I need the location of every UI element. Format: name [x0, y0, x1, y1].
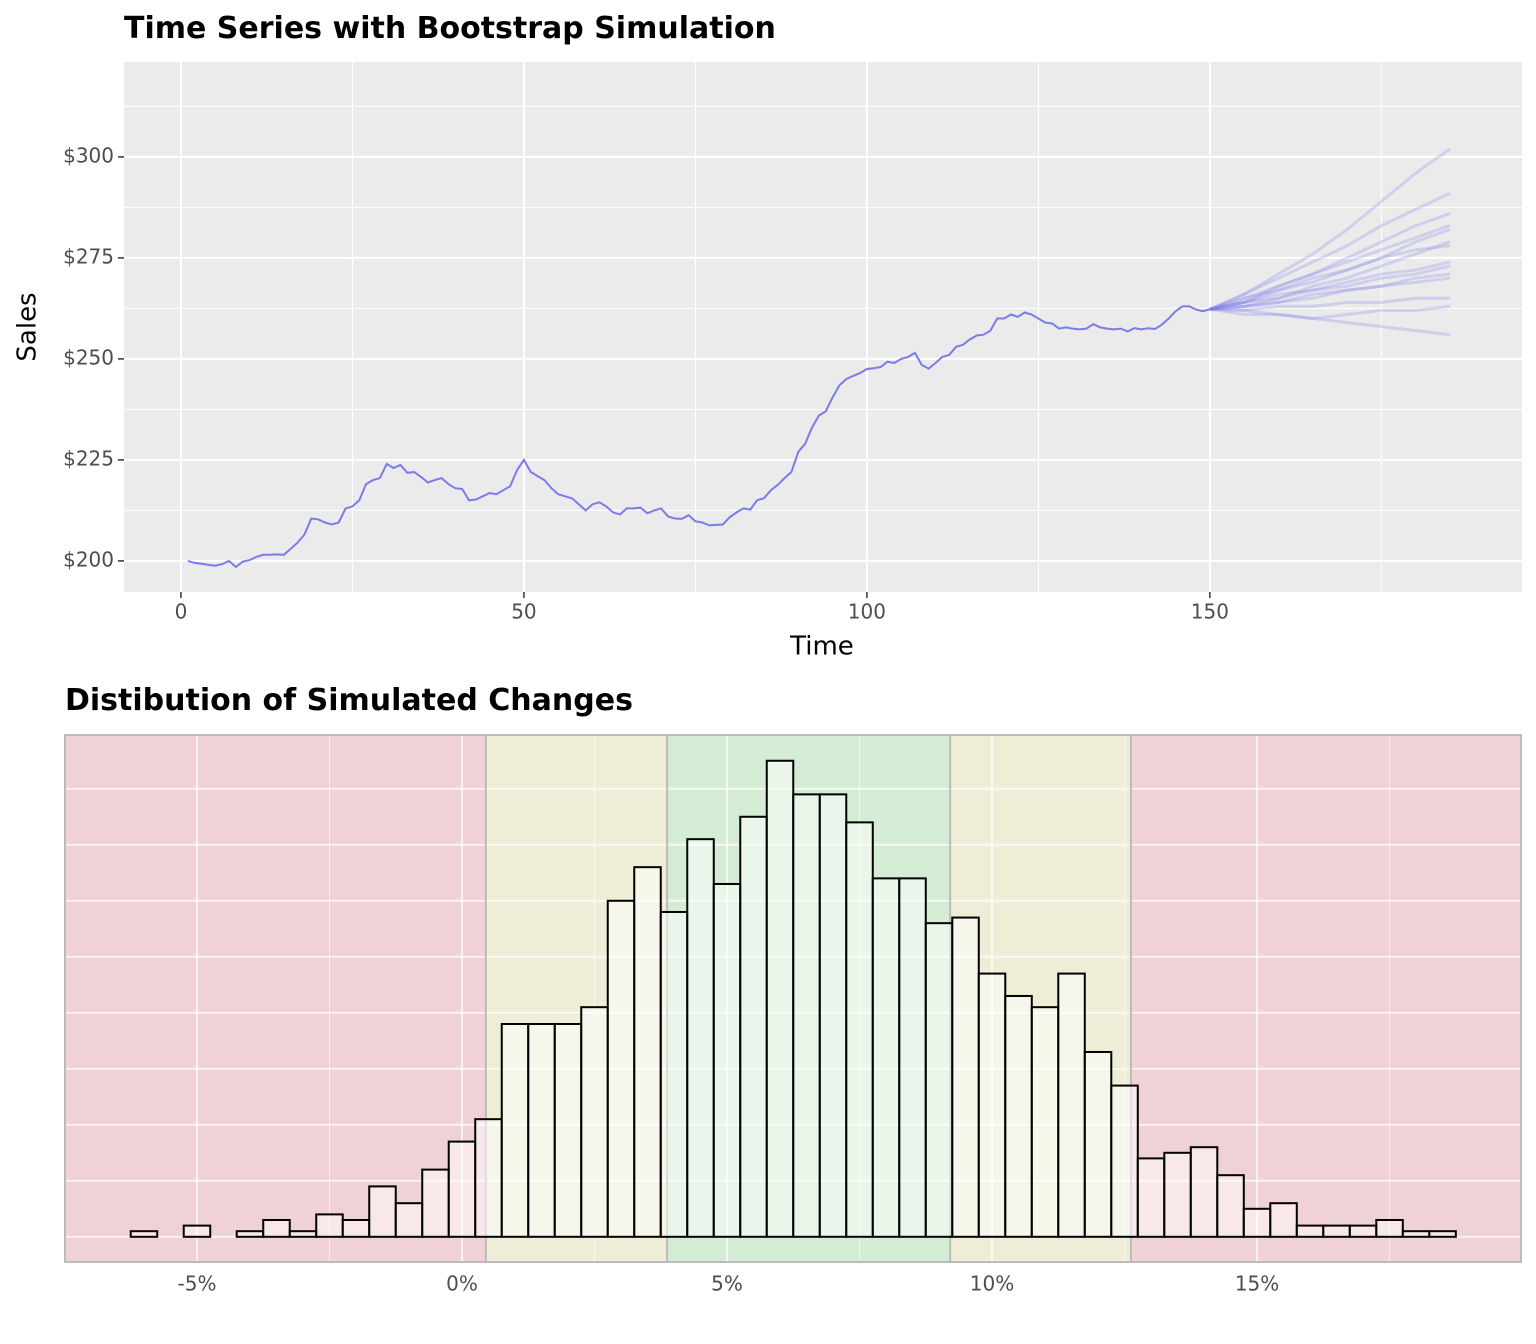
simulation-path — [1209, 272, 1451, 311]
x-tick-label: 5% — [711, 1272, 743, 1296]
histogram-bar — [898, 877, 927, 1238]
simulation-path — [1209, 296, 1450, 312]
x-tick-label: 150 — [1191, 600, 1229, 624]
histogram-bar — [341, 1218, 371, 1238]
chart-title: Time Series with Bootstrap Simulation — [124, 11, 776, 46]
histogram-bar — [924, 922, 954, 1238]
histogram-bar — [474, 1118, 503, 1238]
x-tick-label: -5% — [178, 1272, 217, 1296]
histogram-bar — [447, 1140, 477, 1238]
histogram-bar — [1375, 1218, 1404, 1238]
histogram-bar — [129, 1230, 159, 1238]
histogram-bar — [182, 1224, 212, 1238]
histogram-bar — [1348, 1224, 1378, 1238]
simulation-path — [1209, 147, 1451, 311]
histogram-bar — [1057, 972, 1086, 1238]
histogram-bar — [951, 916, 980, 1238]
histogram-bar — [792, 793, 821, 1238]
simulation-path — [1209, 191, 1451, 311]
histogram-bar — [262, 1218, 291, 1238]
y-tick-label: $225 — [63, 446, 114, 470]
x-axis-title: Time — [789, 632, 854, 662]
plot-panel — [124, 62, 1522, 592]
histogram-bar — [1401, 1230, 1431, 1238]
histogram-bar — [1295, 1224, 1325, 1238]
histogram-bar — [845, 821, 874, 1238]
simulation-path — [1209, 304, 1451, 321]
simulation-path — [1209, 307, 1451, 337]
series-line — [187, 305, 1211, 569]
histogram-bar — [368, 1185, 397, 1238]
x-tick-label: 100 — [848, 600, 886, 624]
histogram-bar — [394, 1202, 424, 1238]
x-tick-label: 15% — [1235, 1272, 1279, 1296]
histogram-bar — [500, 1022, 530, 1238]
histogram-bar — [1216, 1174, 1245, 1238]
histogram-bar — [1269, 1202, 1298, 1238]
chart-title: Distibution of Simulated Changes — [65, 683, 633, 718]
histogram-bar — [1189, 1146, 1219, 1238]
histogram-bar — [818, 793, 848, 1238]
band — [65, 735, 486, 1262]
simulation-path — [1209, 212, 1451, 311]
simulation-path — [1209, 228, 1451, 311]
histogram-bar — [1004, 994, 1033, 1238]
simulation-path — [1209, 240, 1451, 311]
histogram-bar — [1242, 1207, 1272, 1238]
histogram-bar — [1110, 1084, 1139, 1238]
histogram-bar — [288, 1230, 318, 1238]
simulation-path — [1209, 224, 1451, 311]
histogram-bar — [315, 1213, 344, 1238]
histogram-bar — [421, 1168, 450, 1238]
y-tick-label: $200 — [63, 547, 114, 571]
y-tick-label: $250 — [63, 345, 114, 369]
y-tick-label: $275 — [63, 244, 114, 268]
histogram-bar — [606, 899, 636, 1238]
histogram-bar — [580, 1006, 609, 1238]
simulation-path — [1209, 276, 1451, 311]
x-tick-label: 0% — [446, 1272, 478, 1296]
histogram-bar — [553, 1022, 583, 1238]
y-tick-label: $300 — [63, 143, 114, 167]
histogram-bar — [1083, 1050, 1113, 1238]
histogram-bar — [686, 838, 715, 1238]
simulation-path — [1209, 260, 1451, 311]
histogram-bar — [1136, 1157, 1166, 1238]
histogram-bar — [1322, 1224, 1351, 1238]
histogram-bar — [633, 866, 662, 1238]
y-axis-title: Sales — [13, 292, 43, 361]
panel-border — [64, 734, 1522, 1263]
histogram-bar — [1163, 1151, 1192, 1238]
x-tick-label: 10% — [970, 1272, 1014, 1296]
histogram-bar — [1428, 1230, 1457, 1238]
histogram-bar — [977, 972, 1007, 1238]
histogram-bar — [1030, 1006, 1060, 1238]
simulation-path — [1209, 264, 1451, 311]
histogram-bar — [871, 877, 901, 1238]
histogram-bar — [659, 910, 689, 1238]
histogram-bar — [765, 759, 795, 1238]
x-tick-label: 50 — [511, 600, 536, 624]
histogram-bar — [527, 1022, 556, 1238]
histogram-bar — [235, 1230, 265, 1238]
histogram-bar — [712, 882, 742, 1238]
simulation-path — [1209, 244, 1451, 311]
x-tick-label: 0 — [175, 600, 188, 624]
histogram-bar — [739, 815, 768, 1238]
